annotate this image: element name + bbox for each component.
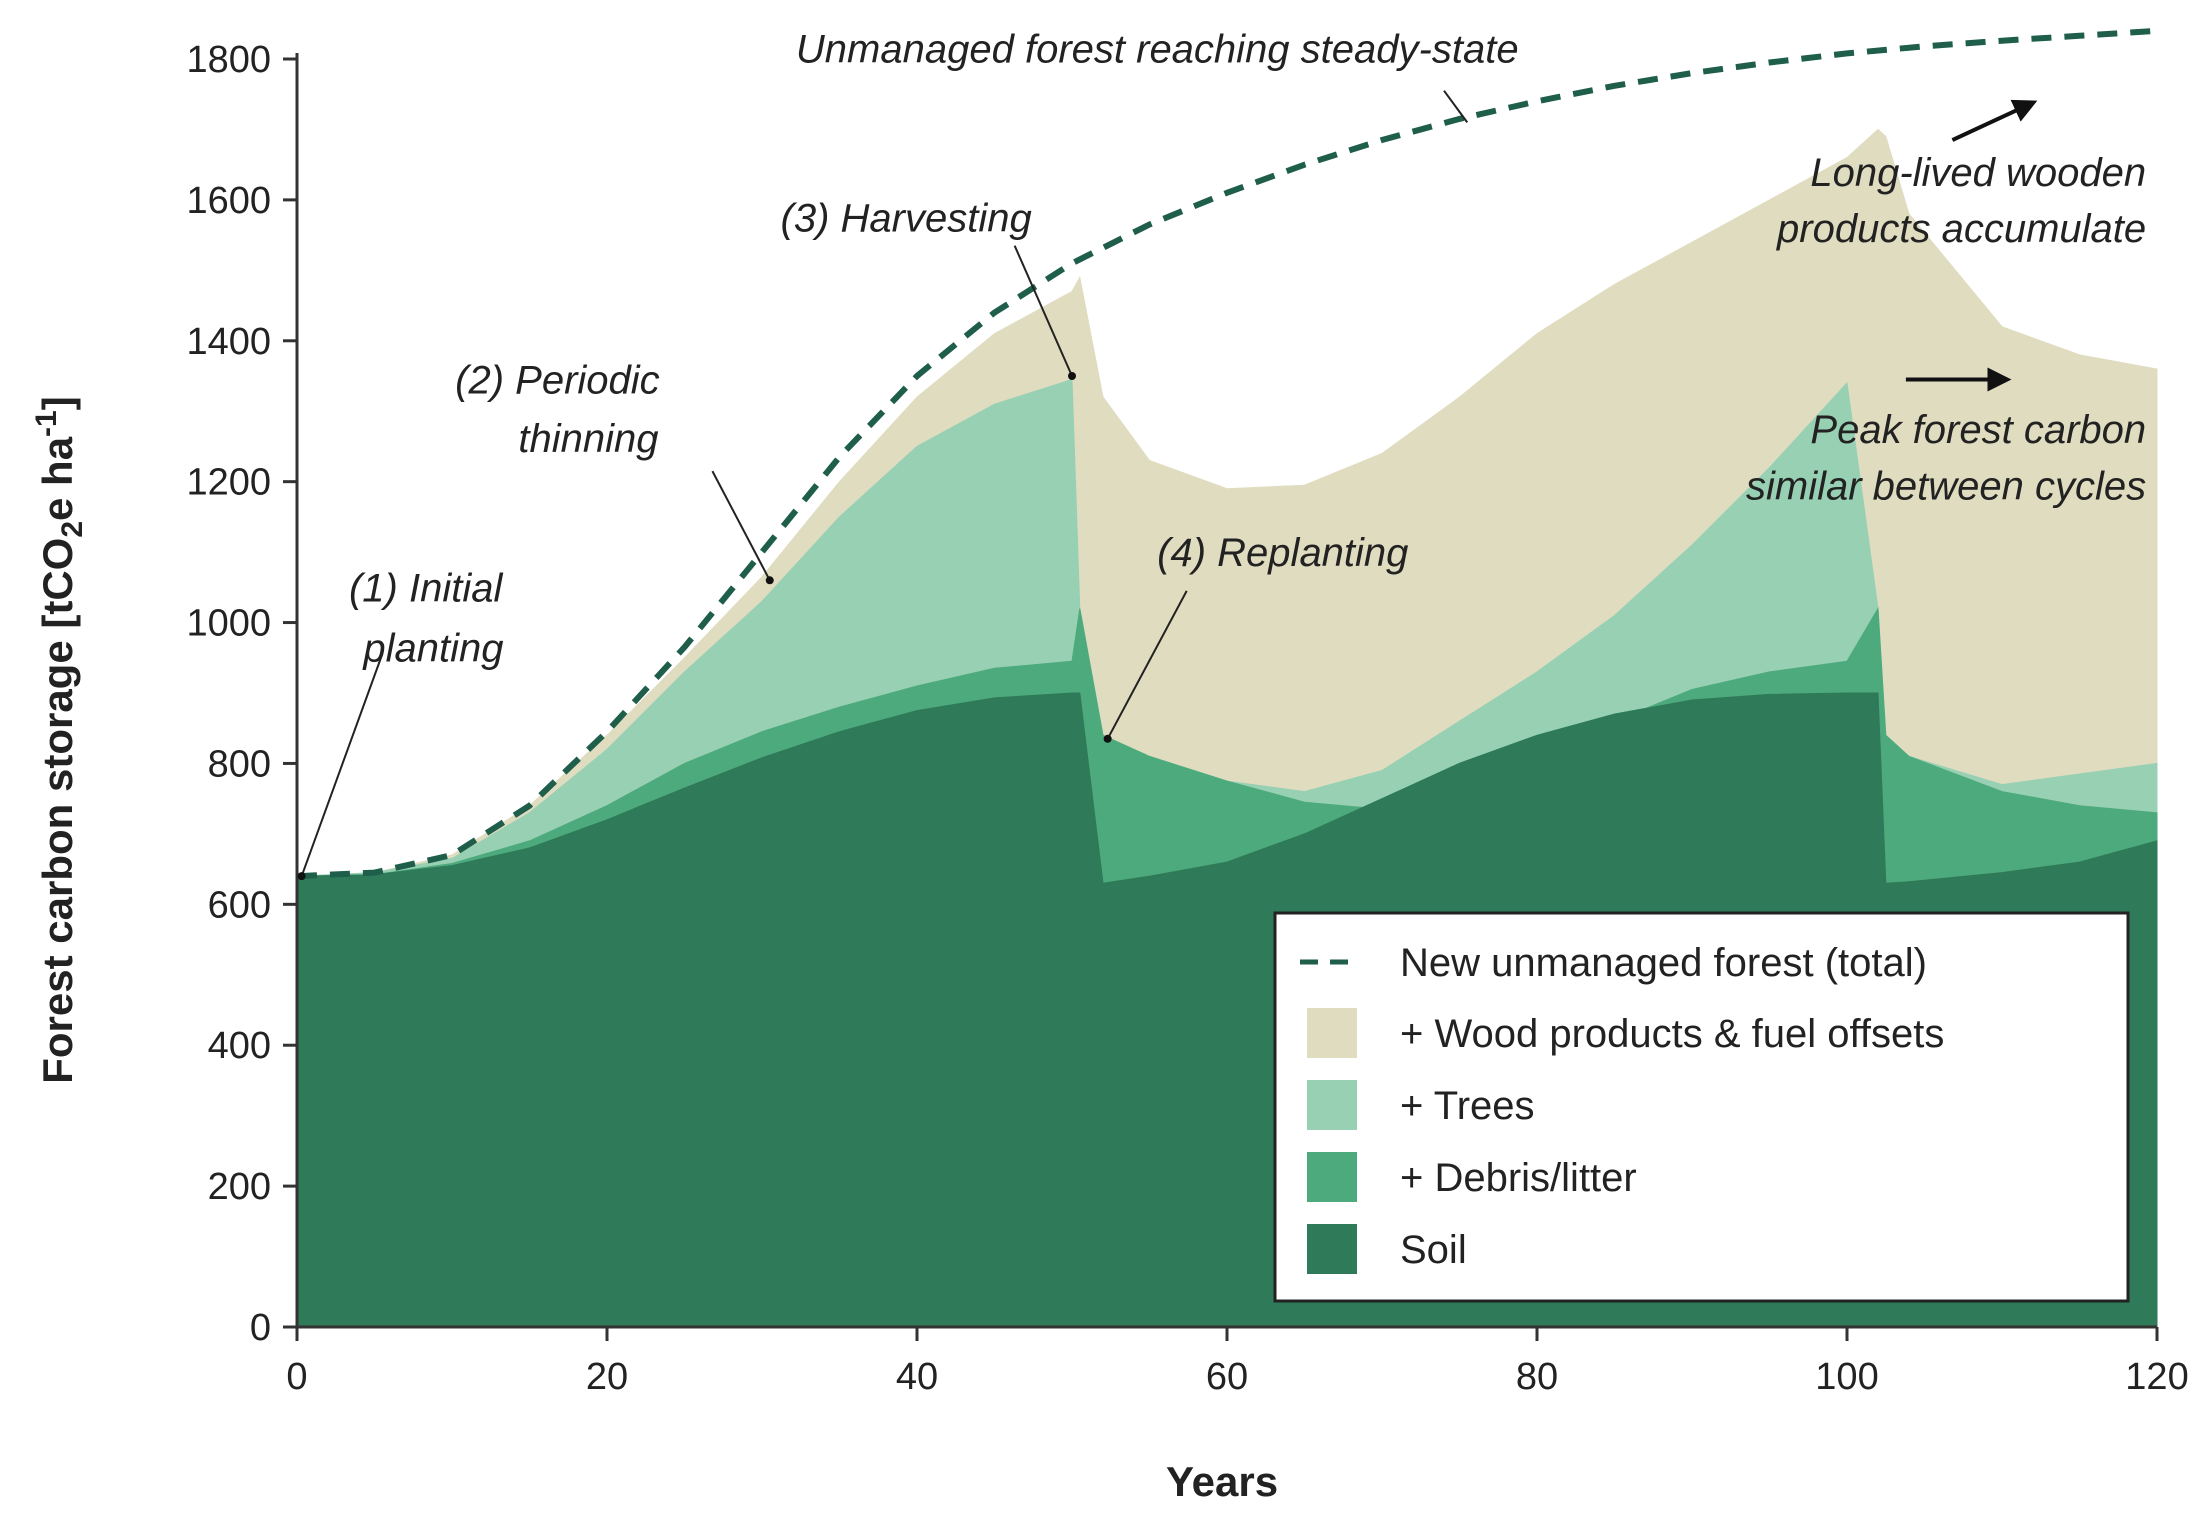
annotation-arrow: [1951, 99, 2038, 142]
legend-box: [1273, 911, 2130, 1303]
y-tick-label: 1200: [186, 462, 271, 504]
axes: 0 200 400 600 800 1000 1200 1400 1600 1800 0 20 40 60…: [186, 39, 2188, 1398]
annotation-pointer: [1013, 245, 1073, 377]
y-tick-label: 1600: [186, 180, 271, 222]
x-tick-label: 100: [1815, 1356, 1878, 1398]
x-tick-label: 0: [286, 1356, 307, 1398]
annotation-pointer: [1106, 590, 1188, 740]
y-axis-title-main: Forest carbon storage [tCO: [34, 538, 81, 1084]
y-axis-title-tail: e ha: [34, 436, 81, 521]
y-tick-label: 1800: [186, 39, 271, 81]
x-tick-label: 80: [1516, 1356, 1558, 1398]
x-tick-label: 60: [1206, 1356, 1248, 1398]
y-tick-label: 0: [250, 1307, 271, 1349]
x-axis-title: Years: [1166, 1458, 1278, 1505]
annotation-pointer-dot: [1068, 372, 1076, 380]
annotation-text: (1) Initial: [349, 566, 503, 610]
annotation-pointer-dot: [1103, 734, 1112, 743]
legend-swatch-wood: [1307, 1008, 1357, 1058]
legend-swatch-trees: [1307, 1080, 1357, 1130]
y-axis-title-sup: -1: [30, 410, 63, 437]
y-tick-label: 200: [208, 1166, 271, 1208]
legend-label-soil: Soil: [1400, 1228, 1467, 1272]
x-tick-label: 20: [586, 1356, 628, 1398]
y-tick-label: 1000: [186, 603, 271, 645]
y-tick-label: 800: [208, 743, 271, 785]
legend-label-trees: + Trees: [1400, 1084, 1535, 1128]
y-axis-title-sub: 2: [56, 521, 89, 538]
annotation-text: products accumulate: [1776, 207, 2146, 251]
annotation-pointer-dot: [765, 576, 774, 585]
y-tick-label: 400: [208, 1025, 271, 1067]
unmanaged-forest-line: [296, 27, 2158, 880]
annotation-text: (3) Harvesting: [781, 197, 1032, 241]
legend-label-unmanaged: New unmanaged forest (total): [1400, 941, 1927, 985]
annotation-text: Peak forest carbon: [1810, 408, 2146, 452]
annotation-text: planting: [362, 626, 503, 670]
annotations: (1) Initial planting (2) Periodic thinning (…: [297, 28, 2146, 881]
annotation-pointer: [300, 653, 384, 877]
x-tick-label: 120: [2125, 1356, 2188, 1398]
annotation-text: Long-lived wooden: [1810, 151, 2146, 195]
annotation-text: (4) Replanting: [1157, 531, 1408, 575]
y-tick-label: 1400: [186, 321, 271, 363]
y-tick-label: 600: [208, 884, 271, 926]
annotation-pointer-dot: [297, 872, 306, 881]
legend-label-debris: + Debris/litter: [1400, 1156, 1637, 1200]
x-tick-label: 40: [896, 1356, 938, 1398]
annotation-text: thinning: [518, 417, 658, 461]
annotation-text: Unmanaged forest reaching steady-state: [796, 28, 1519, 72]
legend-swatch-debris: [1307, 1152, 1357, 1202]
legend: New unmanaged forest (total) + Wood prod…: [1273, 911, 2130, 1303]
annotation-text: similar between cycles: [1746, 464, 2146, 508]
legend-label-wood: + Wood products & fuel offsets: [1400, 1012, 1944, 1056]
annotation-text: (2) Periodic: [455, 359, 660, 403]
annotation-pointer: [1443, 90, 1469, 123]
annotation-pointer: [711, 470, 771, 581]
y-axis-title-close: ]: [34, 396, 81, 410]
y-axis-title: Forest carbon storage [tCO2e ha-1]: [30, 396, 89, 1084]
legend-swatch-soil: [1307, 1224, 1357, 1274]
unmanaged-line-group: [296, 27, 2158, 880]
